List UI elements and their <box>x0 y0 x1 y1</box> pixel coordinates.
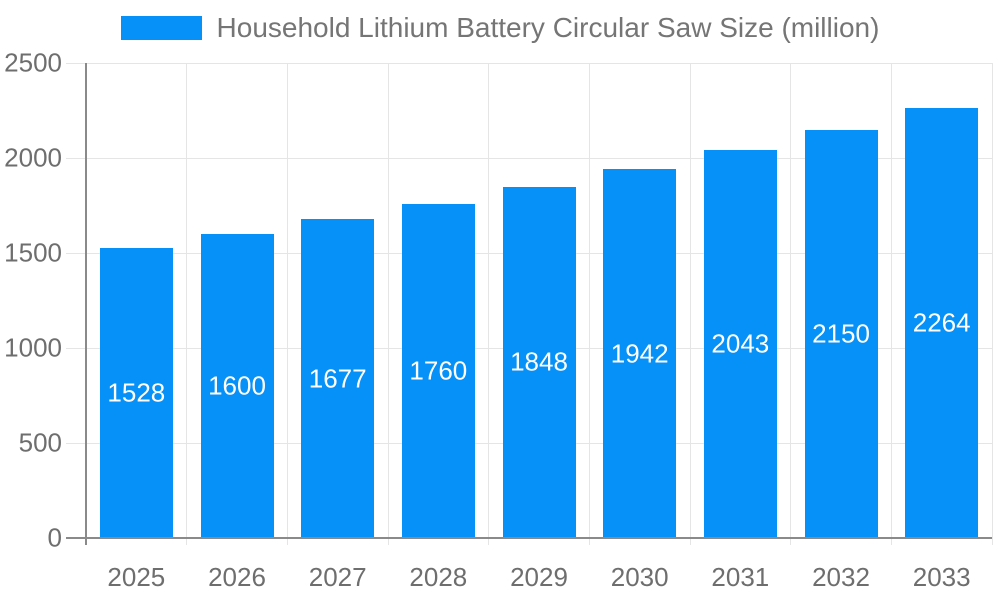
x-tick-label-2028: 2028 <box>409 562 468 592</box>
y-axis-line <box>85 63 87 545</box>
v-gridline-1 <box>186 63 188 545</box>
y-tick-label-1000: 1000 <box>4 332 62 363</box>
v-gridline-2 <box>286 63 288 545</box>
bar-value-label-2025: 1528 <box>107 377 166 408</box>
bar-value-label-2029: 1848 <box>510 346 568 377</box>
legend-swatch <box>120 16 202 40</box>
legend-label: Household Lithium Battery Circular Saw S… <box>216 12 880 43</box>
bar-value-label-2028: 1760 <box>409 355 468 386</box>
bar-value-label-2026: 1600 <box>208 370 266 401</box>
y-tick-label-0: 0 <box>47 522 62 553</box>
x-tick-label-2031: 2031 <box>711 562 770 592</box>
bar-value-label-2032: 2150 <box>812 318 870 349</box>
y-tick-label-500: 500 <box>18 427 62 458</box>
bar-2028: 1760 <box>401 203 475 538</box>
x-tick-label-2032: 2032 <box>812 562 870 592</box>
h-gridline-2500 <box>66 63 992 64</box>
bar-2029: 1848 <box>502 186 576 538</box>
v-gridline-3 <box>387 63 389 545</box>
v-gridline-8 <box>890 63 892 545</box>
y-tick-label-1500: 1500 <box>4 237 62 268</box>
x-tick-label-2029: 2029 <box>510 562 568 592</box>
x-tick-label-2030: 2030 <box>610 562 669 592</box>
bar-2027: 1677 <box>301 219 375 538</box>
bar-2033: 2264 <box>905 107 979 538</box>
bar-value-label-2027: 1677 <box>308 363 367 394</box>
legend: Household Lithium Battery Circular Saw S… <box>0 12 1000 44</box>
bar-value-label-2030: 1942 <box>610 338 669 369</box>
bar-value-label-2033: 2264 <box>912 307 971 338</box>
v-gridline-4 <box>488 63 490 545</box>
h-gridline-2000 <box>66 158 992 159</box>
x-tick-label-2026: 2026 <box>208 562 266 592</box>
y-tick-label-2000: 2000 <box>4 142 62 173</box>
v-gridline-7 <box>790 63 792 545</box>
bar-2032: 2150 <box>804 129 878 538</box>
x-tick-label-2025: 2025 <box>107 562 166 592</box>
y-tick-label-2500: 2500 <box>4 47 62 78</box>
v-gridline-9 <box>991 63 993 545</box>
bar-value-label-2031: 2043 <box>711 328 770 359</box>
v-gridline-5 <box>588 63 590 545</box>
bar-2025: 1528 <box>99 247 173 538</box>
x-axis-line <box>66 537 992 539</box>
bar-2026: 1600 <box>200 234 274 538</box>
plot-area: 0 500 1000 1500 2000 2500 1528 2025 1600 2026 1677… <box>4 48 993 592</box>
bar-2031: 2043 <box>703 149 777 538</box>
x-tick-label-2027: 2027 <box>308 562 367 592</box>
bar-2030: 1942 <box>603 169 677 538</box>
x-tick-label-2033: 2033 <box>912 562 971 592</box>
v-gridline-6 <box>689 63 691 545</box>
